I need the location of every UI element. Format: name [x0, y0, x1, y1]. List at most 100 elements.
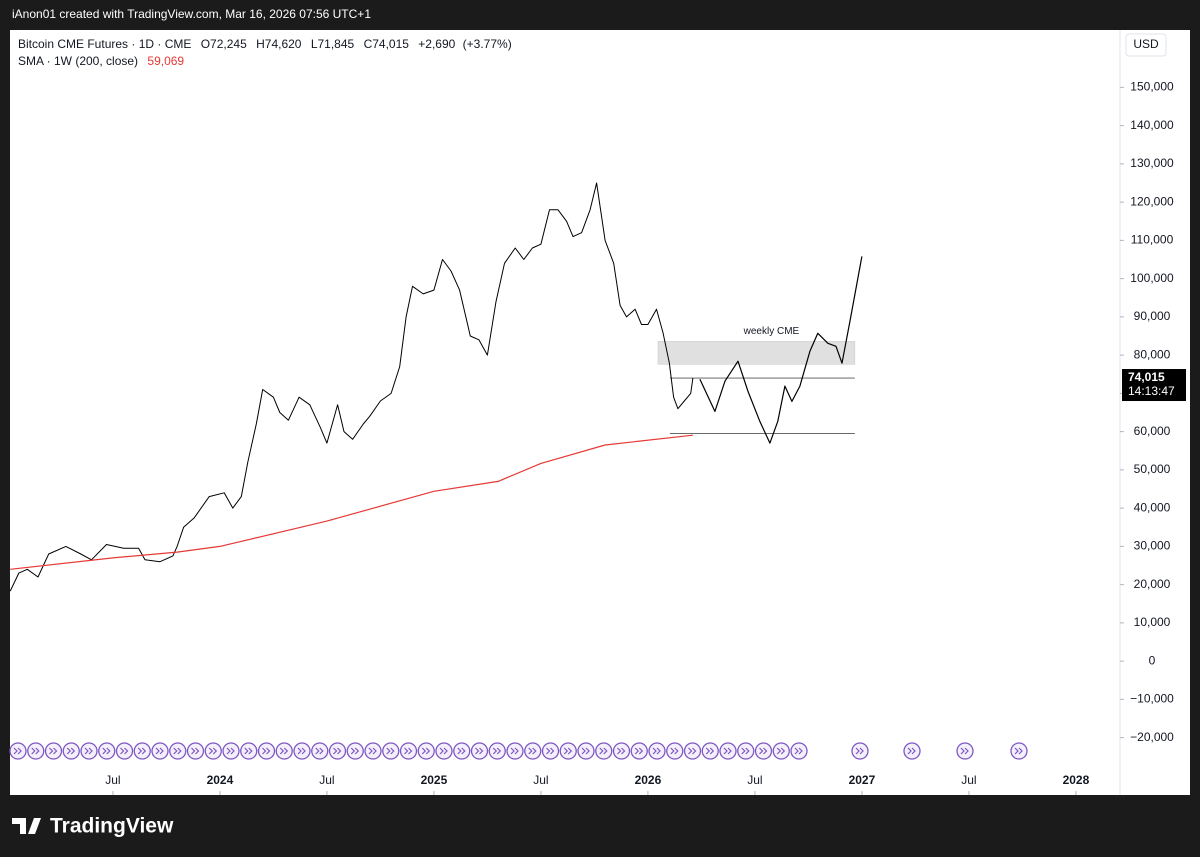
x-tick-label: 2025 [421, 773, 448, 787]
y-tick-label: 20,000 [1134, 577, 1171, 591]
y-tick-label: 110,000 [1131, 233, 1174, 247]
legend-low: L71,845 [311, 37, 355, 51]
event-icon [279, 747, 289, 755]
event-icon [1014, 747, 1023, 755]
legend-high: H74,620 [256, 37, 302, 51]
currency-box[interactable] [1125, 33, 1167, 57]
zone [657, 341, 856, 365]
event-marker [541, 742, 560, 760]
sma-line [10, 434, 693, 570]
event-icon [528, 747, 537, 755]
event-icon [404, 747, 413, 755]
event-icon [794, 747, 803, 755]
currency: USD [1133, 37, 1159, 51]
event-icon [386, 747, 395, 755]
event-icon [670, 747, 679, 755]
event-marker [612, 742, 631, 760]
event-marker [903, 742, 921, 760]
event-icon [776, 747, 786, 755]
x-tick-label: 2027 [849, 773, 876, 787]
event-icon [13, 747, 22, 755]
y-tick-label: 140,000 [1130, 118, 1174, 132]
event-icon [191, 747, 200, 755]
event-marker [346, 742, 364, 760]
event-icon [31, 747, 40, 755]
event-marker [559, 742, 577, 760]
event-icon [599, 747, 608, 755]
event-marker [790, 742, 808, 760]
event-icon [723, 747, 732, 755]
event-marker [115, 742, 134, 760]
logo-text: TradingView [50, 815, 174, 838]
event-icon [652, 747, 661, 755]
legend-change-pct: (+3.77%) [463, 37, 512, 51]
x-tick-label: Jul [961, 773, 976, 787]
legend-main: Bitcoin CME Futures · 1D · CME O72,245 H… [18, 37, 512, 51]
legend-sma-name: SMA · 1W (200, close) [18, 54, 138, 68]
event-marker [399, 742, 418, 760]
event-marker [737, 742, 755, 760]
x-tick-label: Jul [105, 773, 120, 787]
zone-label: weekly CME [743, 326, 800, 337]
event-marker [719, 742, 737, 760]
event-icon [759, 747, 768, 755]
event-marker [9, 742, 27, 760]
event-marker [851, 742, 869, 760]
x-tick-label: 2026 [635, 773, 662, 787]
event-icon [155, 747, 164, 755]
event-marker [648, 742, 666, 760]
event-icon [120, 747, 129, 755]
y-tick-label: 80,000 [1134, 347, 1171, 361]
event-marker [364, 742, 382, 760]
event-icon [457, 747, 466, 755]
event-marker [311, 742, 329, 760]
logo-mark [12, 818, 41, 834]
event-marker [44, 742, 63, 760]
y-tick-label: −20,000 [1130, 730, 1174, 744]
event-icon [49, 747, 58, 755]
event-icon [66, 747, 76, 755]
event-marker [169, 742, 187, 760]
event-marker [240, 742, 258, 760]
event-icon [244, 747, 253, 755]
event-icon [262, 747, 271, 755]
y-tick-label: 30,000 [1134, 539, 1171, 553]
y-tick-label: 0 [1149, 653, 1156, 667]
last-price-tag [1122, 369, 1186, 402]
event-marker [470, 742, 489, 760]
event-marker [506, 742, 524, 760]
event-marker [772, 742, 790, 760]
event-icon [617, 747, 626, 755]
y-tick-label: 90,000 [1134, 309, 1171, 323]
event-icon [475, 747, 484, 755]
y-tick-label: 150,000 [1130, 80, 1174, 94]
event-icon [492, 747, 502, 755]
event-marker [524, 742, 542, 760]
projection-line [699, 256, 863, 444]
logo: TradingView [12, 815, 174, 838]
event-icon [421, 747, 431, 755]
event-icon [688, 747, 697, 755]
price-line [9, 182, 694, 592]
legend-sma: SMA · 1W (200, close) 59,069 [18, 54, 184, 68]
event-icon [855, 747, 864, 755]
event-marker [453, 742, 471, 760]
event-marker [222, 742, 240, 760]
event-icon [137, 747, 147, 755]
x-tick-label: Jul [533, 773, 548, 787]
event-marker [956, 742, 974, 760]
event-icon [84, 747, 93, 755]
legend-close: C74,015 [364, 37, 410, 51]
event-marker [98, 742, 116, 760]
event-marker [151, 742, 169, 760]
event-marker [275, 742, 293, 760]
legend-change: +2,690 [418, 37, 455, 51]
event-marker [683, 742, 702, 760]
event-icon [208, 747, 218, 755]
event-marker [577, 742, 595, 760]
y-tick-label: 100,000 [1130, 271, 1174, 285]
event-icon [297, 747, 306, 755]
event-icon [333, 747, 342, 755]
last-price: 74,015 [1128, 370, 1165, 384]
